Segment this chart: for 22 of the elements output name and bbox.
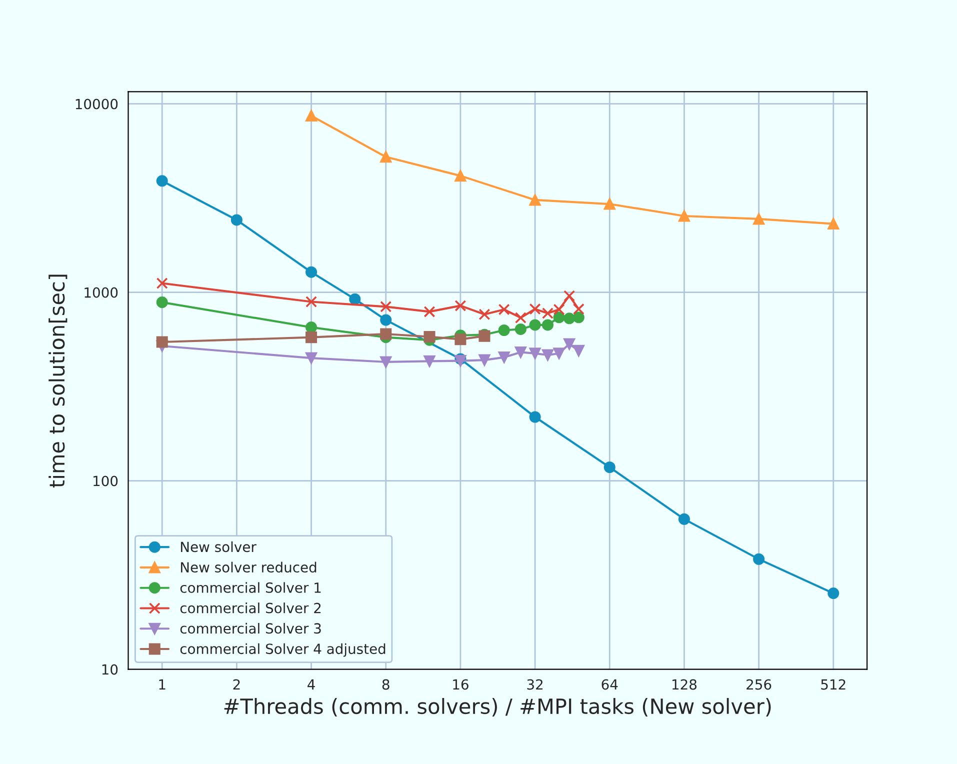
y-axis-title: time to solution[sec] <box>48 274 68 488</box>
legend-label: New solver <box>180 541 256 552</box>
y-tick-label: 100 <box>94 476 118 486</box>
x-tick-label: 4 <box>308 679 315 690</box>
x-tick-label: 8 <box>382 679 390 690</box>
y-tick-label: 10000 <box>76 98 118 110</box>
legend-label: commercial Solver 1 <box>180 582 321 593</box>
legend-label: commercial Solver 4 adjusted <box>180 643 386 657</box>
y-tick-label: 1000 <box>84 287 118 298</box>
x-tick-label: 32 <box>527 679 542 690</box>
x-axis-title: #Threads (comm. solvers) / #MPI tasks (New solver) <box>224 698 771 717</box>
x-tick-label: 256 <box>746 679 772 690</box>
x-tick-label: 128 <box>672 679 697 690</box>
y-tick-label: 10 <box>102 664 118 675</box>
x-tick-label: 16 <box>453 679 468 690</box>
x-tick-label: 64 <box>602 679 618 690</box>
legend-label: New solver reduced <box>180 562 316 573</box>
legend-label: commercial Solver 2 <box>180 602 321 614</box>
x-tick-label: 2 <box>233 679 240 690</box>
x-tick-label: 1 <box>159 679 166 690</box>
legend-label: commercial Solver 3 <box>180 622 321 634</box>
x-tick-label: 512 <box>821 679 846 690</box>
